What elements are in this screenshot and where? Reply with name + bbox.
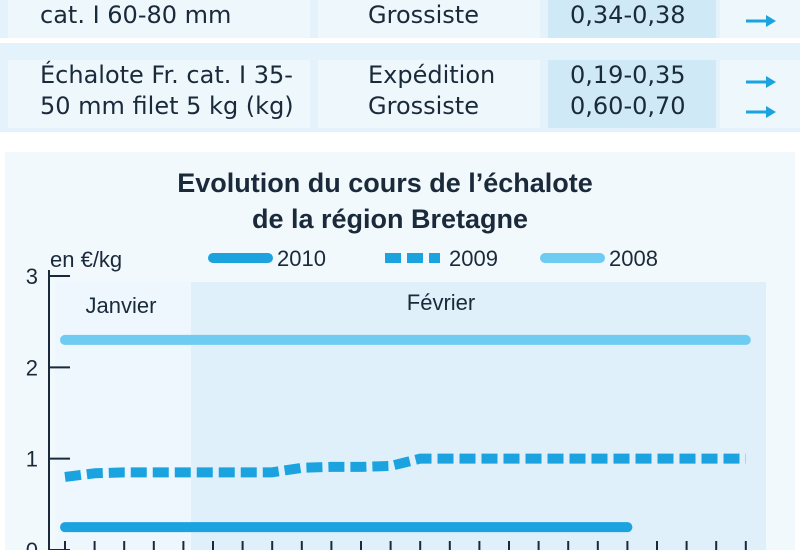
price-cell: 0,34-0,38 <box>548 0 716 38</box>
y-tick-label: 2 <box>26 355 38 380</box>
stage-cell: Grossiste <box>318 0 540 38</box>
stage-label: Expédition <box>368 61 496 89</box>
price-value: 0,19-0,35 <box>570 61 686 89</box>
table-row: Échalote Fr. cat. I 35- 50 mm filet 5 kg… <box>0 60 800 128</box>
stage-label: Grossiste <box>368 92 479 120</box>
y-tick-label: 1 <box>26 447 38 472</box>
legend-label-2008: 2008 <box>609 246 658 271</box>
price-table: cat. I 60-80 mm Grossiste 0,34-0,38 Écha… <box>0 0 800 132</box>
x-axis-ticks <box>64 541 747 550</box>
trend-cell <box>720 60 800 128</box>
y-axis-ticks: 0 1 2 3 <box>26 264 70 550</box>
trend-cell <box>720 0 800 38</box>
price-value: 0,34-0,38 <box>570 1 686 29</box>
product-label: 50 mm filet 5 kg (kg) <box>40 92 294 120</box>
y-axis-label: en €/kg <box>50 247 122 272</box>
period-label-janvier: Janvier <box>86 293 157 318</box>
chart-title-line-1: Evolution du cours de l’échalote <box>177 168 593 198</box>
price-value: 0,60-0,70 <box>570 92 686 120</box>
stage-cell: Expédition Grossiste <box>318 60 540 128</box>
chart-series <box>60 334 751 533</box>
right-arrow-icon <box>746 15 776 27</box>
series-line-2009 <box>64 453 746 482</box>
legend-label-2010: 2010 <box>277 246 326 271</box>
y-tick-label: 0 <box>26 538 38 550</box>
y-tick-label: 3 <box>26 264 38 289</box>
chart-title-line-2: de la région Bretagne <box>252 204 528 234</box>
product-label: cat. I 60-80 mm <box>40 1 232 29</box>
right-arrow-icon <box>746 76 776 88</box>
product-label: Échalote Fr. cat. I 35- <box>40 61 293 89</box>
price-cell: 0,19-0,35 0,60-0,70 <box>548 60 716 128</box>
chart-legend: 2010 2009 2008 <box>208 246 658 271</box>
table-row: cat. I 60-80 mm Grossiste 0,34-0,38 <box>0 0 800 38</box>
row-separator <box>0 38 800 43</box>
period-band-janvier <box>55 282 191 550</box>
right-arrow-icon <box>746 106 776 118</box>
legend-label-2009: 2009 <box>449 246 498 271</box>
product-cell: cat. I 60-80 mm <box>8 0 310 38</box>
product-cell: Échalote Fr. cat. I 35- 50 mm filet 5 kg… <box>8 60 310 128</box>
period-label-fevrier: Février <box>407 290 475 315</box>
stage-label: Grossiste <box>368 1 479 29</box>
